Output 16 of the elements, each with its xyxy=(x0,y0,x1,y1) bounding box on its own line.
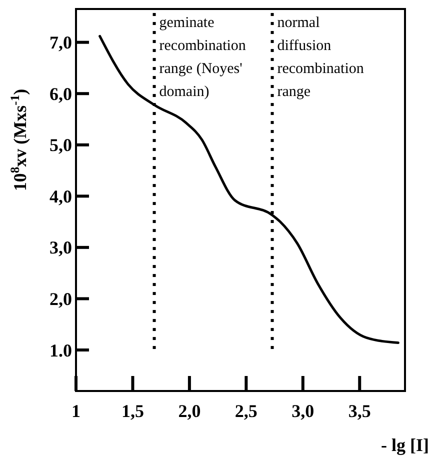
ref-line-label: geminate recombination range (Noyes' domain) xyxy=(159,15,246,100)
y-tick-label: 1.0 xyxy=(50,340,72,360)
y-tick-label: 3,0 xyxy=(50,238,72,258)
y-tick-label: 6,0 xyxy=(50,84,72,104)
x-tick-label: 2,5 xyxy=(234,401,258,421)
x-tick-label: 3,0 xyxy=(292,401,314,421)
ref-line-label: normal diffusion recombination range xyxy=(277,15,364,100)
x-tick-label: 3,5 xyxy=(348,401,371,421)
y-tick-label: 7,0 xyxy=(50,32,72,53)
x-tick-label: 1 xyxy=(72,401,80,421)
y-tick-label: 2,0 xyxy=(50,289,72,310)
y-tick-label: 5,0 xyxy=(50,135,72,156)
x-tick-label: 2,0 xyxy=(178,401,201,421)
x-axis-title: - lg [I] xyxy=(381,435,429,455)
x-tick-label: 1,5 xyxy=(121,401,144,421)
y-tick-label: 4,0 xyxy=(50,186,72,206)
